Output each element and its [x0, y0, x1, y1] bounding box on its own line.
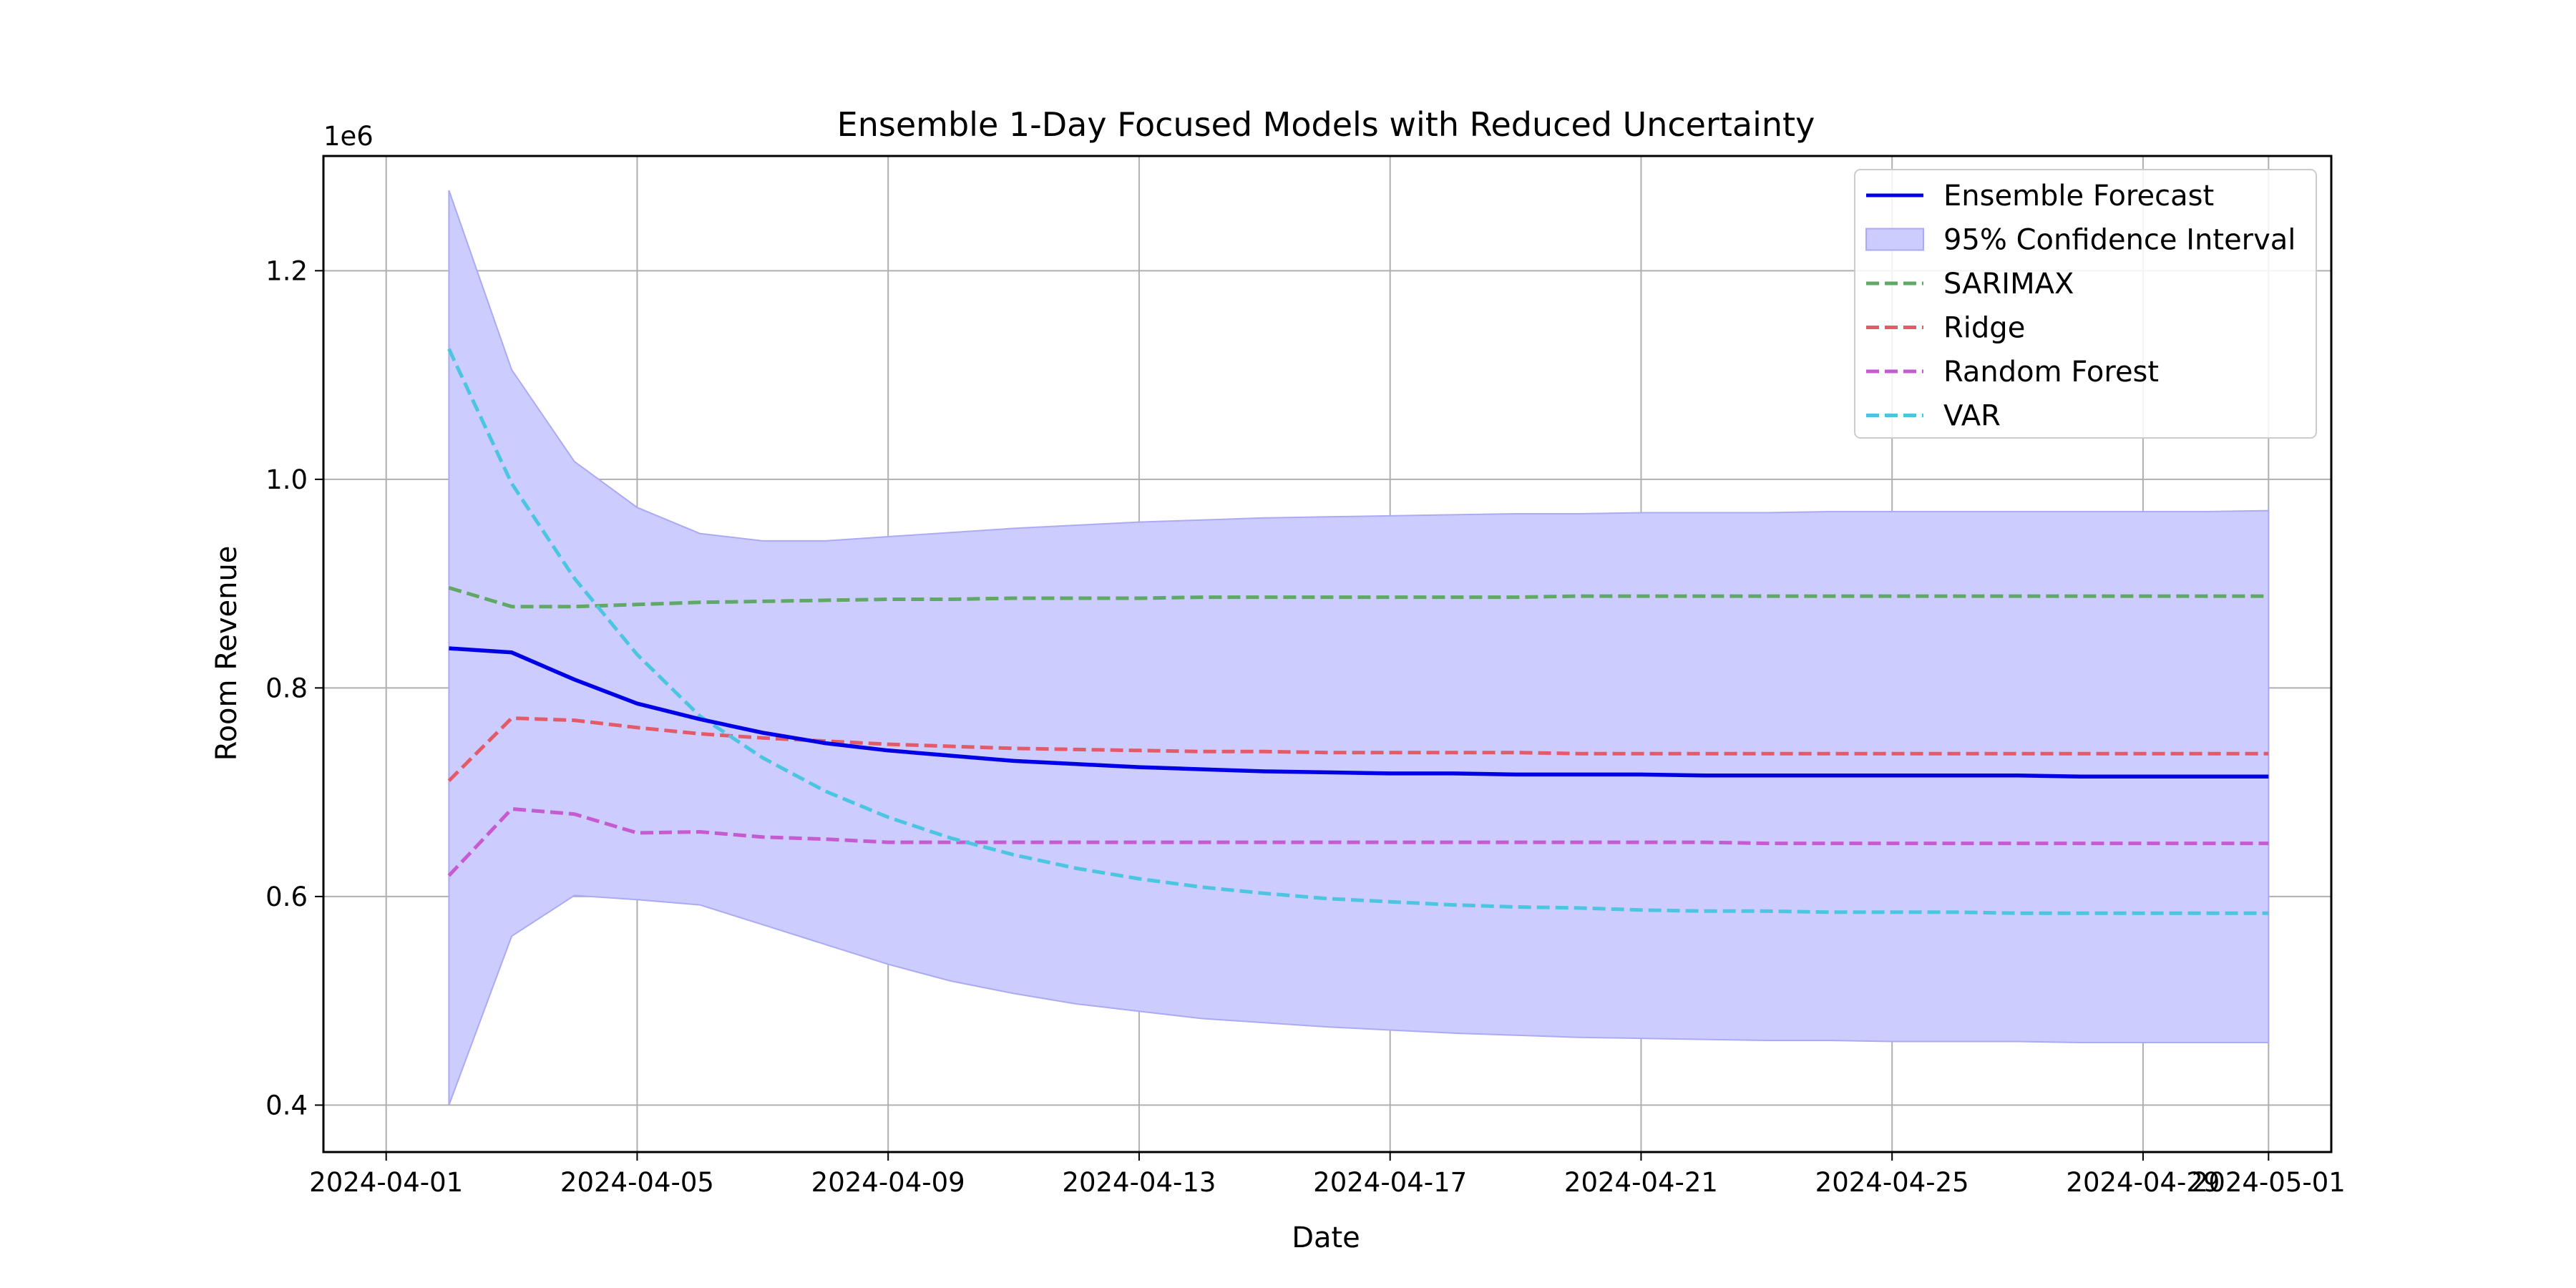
- y-axis-title: Room Revenue: [210, 546, 243, 761]
- legend-label: 95% Confidence Interval: [1943, 224, 2296, 257]
- series-line-var: [447, 348, 2269, 915]
- x-tick-label: 2024-04-29: [2066, 1167, 2220, 1198]
- series-layer: [447, 348, 2269, 915]
- y-tick-label: 0.4: [265, 1090, 308, 1121]
- x-tick-label: 2024-04-13: [1062, 1167, 1216, 1198]
- plot-frame: [322, 155, 2333, 1153]
- legend-label: VAR: [1943, 400, 2001, 433]
- x-tick-label: 2024-04-01: [309, 1167, 463, 1198]
- series-line-sarimax: [448, 586, 2269, 609]
- legend-box: [1854, 169, 2317, 439]
- x-tick-label: 2024-04-25: [1815, 1167, 1969, 1198]
- legend-label: Ensemble Forecast: [1943, 180, 2214, 213]
- x-tick-label: 2024-04-21: [1564, 1167, 1718, 1198]
- y-tick-label: 1.2: [265, 255, 308, 286]
- legend-label: Random Forest: [1943, 356, 2159, 389]
- tick-layer: 0.4 0.6 0.8 1.0 1.2 2024-04-01 2024-04-05 2024-…: [265, 255, 2346, 1198]
- chart-title: Ensemble 1-Day Focused Models with Reduc…: [837, 105, 1815, 144]
- legend-label: SARIMAX: [1943, 268, 2074, 301]
- series-line-ridge: [447, 716, 2269, 782]
- x-tick-label: 2024-04-09: [811, 1167, 965, 1198]
- y-tick-label: 1.0: [265, 464, 308, 495]
- y-tick-label: 0.8: [265, 673, 308, 703]
- legend-swatch-patch: [1865, 228, 1924, 251]
- y-offset-label: 1e6: [323, 121, 374, 152]
- series-line-ensemble-forecast: [449, 646, 2269, 779]
- x-axis-title: Date: [1292, 1221, 1360, 1254]
- x-tick-label: 2024-04-17: [1313, 1167, 1467, 1198]
- confidence-interval-band: [448, 190, 2270, 1106]
- x-tick-label: 2024-04-05: [560, 1167, 714, 1198]
- confidence-band-layer: [448, 190, 2270, 1106]
- legend: Ensemble Forecast 95% Confidence Interval…: [1854, 169, 2317, 439]
- y-tick-label: 0.6: [265, 882, 308, 912]
- x-tick-label: 2024-05-01: [2192, 1167, 2346, 1198]
- series-line-random-forest: [447, 807, 2269, 877]
- legend-label: Ridge: [1943, 312, 2025, 345]
